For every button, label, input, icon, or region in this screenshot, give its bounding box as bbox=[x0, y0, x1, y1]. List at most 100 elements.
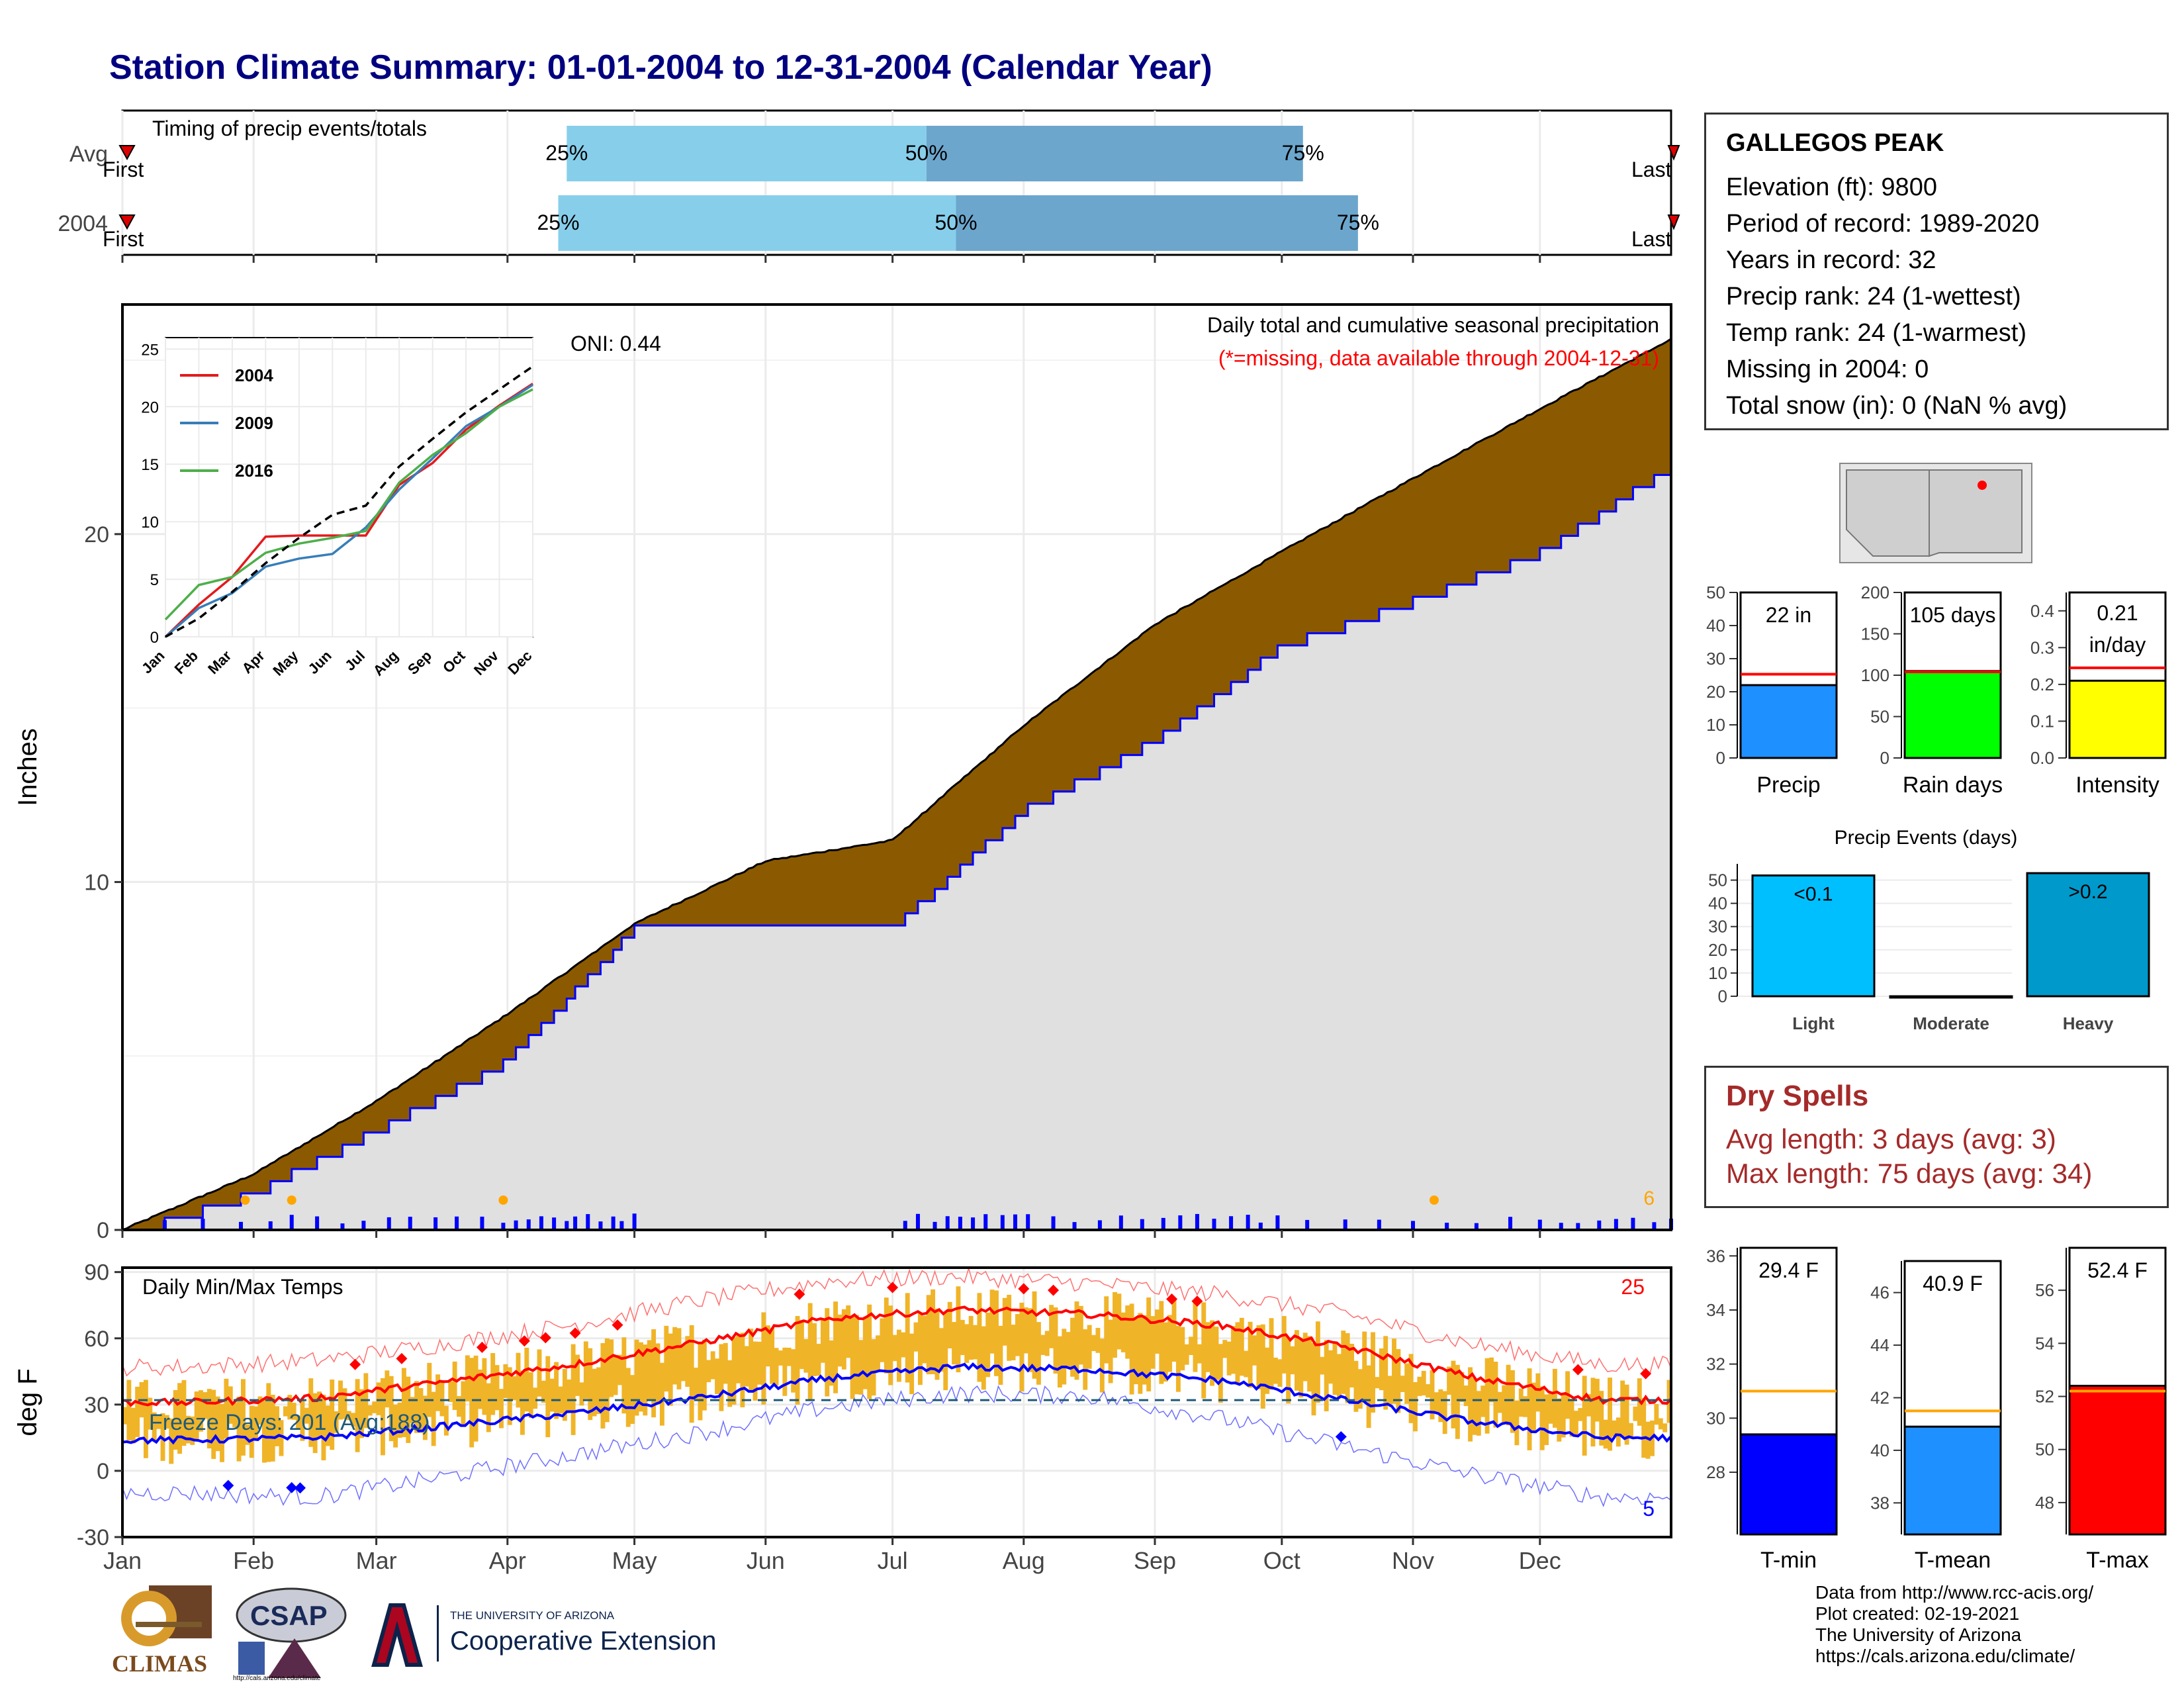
daily-temp-range-bar bbox=[1095, 1328, 1101, 1353]
daily-temp-range-bar bbox=[1138, 1313, 1143, 1394]
daily-temp-range-bar bbox=[1603, 1419, 1608, 1449]
temp-summary-label: T-min bbox=[1760, 1548, 1817, 1573]
daily-precip-bar bbox=[1229, 1216, 1234, 1230]
daily-temp-range-bar bbox=[1066, 1332, 1071, 1368]
daily-temp-range-bar bbox=[376, 1382, 381, 1415]
daily-temp-range-bar bbox=[1159, 1301, 1164, 1384]
temp-summary-y-tick-label: 44 bbox=[1870, 1335, 1889, 1355]
daily-precip-bar bbox=[1559, 1223, 1563, 1230]
precip-event-bar-label: >0.2 bbox=[2068, 881, 2107, 903]
daily-temp-range-bar bbox=[457, 1396, 461, 1417]
daily-temp-range-bar bbox=[1523, 1396, 1528, 1417]
daily-temp-range-bar bbox=[1311, 1342, 1316, 1416]
daily-precip-bar bbox=[1140, 1219, 1144, 1230]
daily-temp-range-bar bbox=[731, 1337, 737, 1405]
daily-temp-range-bar bbox=[1599, 1391, 1604, 1446]
precip-event-bar-label: <0.1 bbox=[1794, 884, 1833, 906]
daily-temp-range-bar bbox=[346, 1411, 351, 1421]
daily-temp-range-bar bbox=[807, 1303, 813, 1401]
x-tick-label: Dec bbox=[1519, 1547, 1561, 1574]
daily-precip-bar bbox=[1097, 1220, 1102, 1230]
temp-summary-y-tick-label: 38 bbox=[1870, 1493, 1889, 1513]
daily-temp-range-bar bbox=[1248, 1321, 1253, 1388]
precip-panel-title: Daily total and cumulative seasonal prec… bbox=[1207, 313, 1659, 337]
record-high-marker bbox=[476, 1341, 488, 1353]
timing-bar-q25-q50 bbox=[558, 195, 956, 251]
daily-temp-range-bar bbox=[1341, 1331, 1346, 1394]
daily-temp-range-bar bbox=[427, 1362, 432, 1417]
daily-temp-range-bar bbox=[1269, 1318, 1274, 1390]
daily-temp-range-bar bbox=[795, 1316, 800, 1405]
daily-temp-range-bar bbox=[367, 1405, 373, 1416]
precip-event-category-label: Light bbox=[1792, 1013, 1835, 1033]
daily-temp-range-bar bbox=[1497, 1391, 1502, 1413]
temp-summary-value-label: 52.4 F bbox=[2087, 1258, 2148, 1282]
daily-temp-range-bar bbox=[719, 1344, 724, 1411]
x-tick-label: May bbox=[612, 1547, 657, 1574]
daily-precip-bar bbox=[387, 1217, 391, 1230]
q75-label: 75% bbox=[1337, 211, 1379, 234]
daily-temp-range-bar bbox=[1557, 1398, 1562, 1442]
daily-precip-bar bbox=[1212, 1219, 1216, 1230]
x-tick-label: Apr bbox=[489, 1547, 526, 1574]
summary-y-tick-label: 20 bbox=[1706, 682, 1725, 702]
daily-temp-range-bar bbox=[1011, 1325, 1016, 1360]
daily-temp-range-bar bbox=[1506, 1364, 1511, 1426]
daily-temp-range-bar bbox=[905, 1293, 910, 1383]
daily-temp-range-bar bbox=[1476, 1391, 1481, 1436]
csap-url: http://cals.arizona.edu/climate bbox=[233, 1675, 321, 1682]
daily-temp-range-bar bbox=[156, 1414, 161, 1429]
daily-temp-range-bar bbox=[388, 1376, 394, 1442]
daily-temp-range-bar bbox=[981, 1326, 986, 1390]
first-event-marker bbox=[118, 145, 136, 161]
daily-precip-bar bbox=[598, 1221, 603, 1230]
station-info-line: Temp rank: 24 (1-warmest) bbox=[1726, 319, 2027, 347]
credit-line: Data from http://www.rcc-acis.org/ bbox=[1815, 1582, 2094, 1603]
daily-temp-range-bar bbox=[1290, 1346, 1295, 1375]
daily-temp-range-bar bbox=[1265, 1347, 1270, 1394]
inset-legend-label: 2004 bbox=[235, 365, 273, 385]
inset-legend-label: 2009 bbox=[235, 413, 273, 433]
daily-temp-range-bar bbox=[528, 1372, 533, 1418]
daily-temp-range-bar bbox=[1375, 1377, 1380, 1389]
daily-temp-range-bar bbox=[291, 1403, 296, 1420]
daily-temp-range-bar bbox=[1484, 1358, 1490, 1434]
daily-temp-range-bar bbox=[567, 1379, 572, 1413]
daily-temp-range-bar bbox=[989, 1289, 995, 1354]
daily-temp-range-bar bbox=[435, 1374, 441, 1411]
record-high-marker bbox=[1191, 1295, 1203, 1307]
daily-temp-range-bar bbox=[1315, 1321, 1320, 1403]
credit-line: The University of Arizona bbox=[1815, 1624, 2022, 1645]
daily-temp-range-bar bbox=[698, 1342, 703, 1421]
daily-temp-range-bar bbox=[901, 1332, 906, 1358]
inset-y-tick-label: 15 bbox=[141, 456, 159, 474]
csap-logo-text: CSAP bbox=[250, 1600, 328, 1631]
x-tick-label: Nov bbox=[1392, 1547, 1434, 1574]
daily-temp-range-bar bbox=[659, 1362, 664, 1426]
daily-temp-range-bar bbox=[985, 1312, 991, 1378]
daily-temp-range-bar bbox=[922, 1315, 927, 1364]
daily-temp-range-bar bbox=[727, 1360, 733, 1407]
x-tick-label: Jun bbox=[747, 1547, 785, 1574]
daily-temp-range-bar bbox=[173, 1389, 178, 1450]
daily-temp-range-bar bbox=[960, 1319, 965, 1356]
daily-temp-range-bar bbox=[503, 1364, 508, 1399]
daily-temp-range-bar bbox=[342, 1388, 347, 1419]
summary-y-tick-label: 40 bbox=[1706, 616, 1725, 635]
inset-y-tick-label: 0 bbox=[150, 629, 159, 647]
summary-y-tick-label: 0.3 bbox=[2030, 637, 2054, 657]
daily-temp-range-bar bbox=[422, 1395, 428, 1440]
daily-temp-range-bar bbox=[1472, 1378, 1477, 1435]
daily-temp-range-bar bbox=[1417, 1376, 1422, 1396]
daily-temp-range-bar bbox=[545, 1356, 551, 1438]
daily-temp-range-bar bbox=[397, 1402, 402, 1438]
daily-temp-range-bar bbox=[1404, 1363, 1410, 1404]
daily-temp-range-bar bbox=[1070, 1317, 1075, 1377]
daily-temp-range-bar bbox=[194, 1391, 199, 1441]
daily-temp-range-bar bbox=[1396, 1348, 1401, 1413]
daily-temp-range-bar bbox=[414, 1381, 420, 1433]
daily-temp-range-bar bbox=[130, 1407, 136, 1444]
ua-small-text: THE UNIVERSITY OF ARIZONA bbox=[450, 1609, 615, 1622]
precip-events-title: Precip Events (days) bbox=[1835, 827, 2018, 849]
credit-line: https://cals.arizona.edu/climate/ bbox=[1815, 1646, 2075, 1666]
